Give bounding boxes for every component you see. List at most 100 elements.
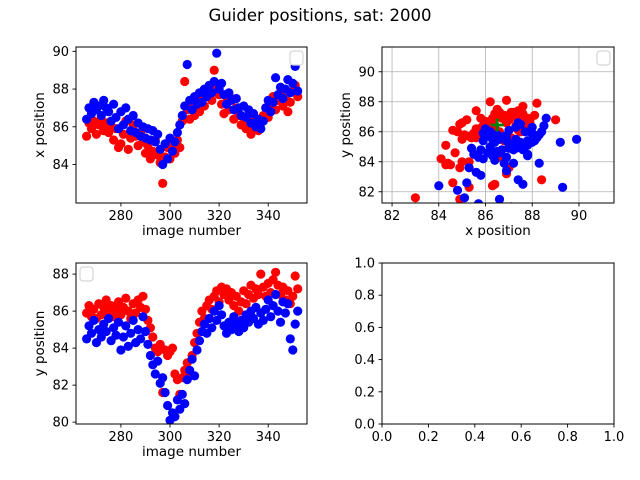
blue-scatter-points — [82, 48, 303, 170]
data-point — [153, 356, 163, 366]
data-point — [116, 345, 126, 355]
y-tick-label: 82 — [358, 185, 375, 200]
x-tick-label: 90 — [571, 209, 588, 224]
data-point — [499, 158, 509, 168]
y-tick-label: 86 — [52, 305, 69, 320]
data-point — [490, 155, 500, 165]
data-point — [539, 121, 549, 131]
data-point — [499, 131, 509, 141]
data-point — [285, 97, 295, 107]
tick-marks — [378, 71, 580, 207]
data-point — [476, 145, 486, 155]
x-tick-label: 280 — [109, 430, 134, 445]
x-tick-label: 0.6 — [511, 430, 532, 445]
y-tick-label: 0.0 — [354, 418, 375, 433]
data-point — [508, 202, 514, 203]
x-axis-label: x position — [465, 223, 531, 239]
data-point — [283, 107, 293, 117]
data-point — [293, 86, 303, 96]
data-point — [214, 301, 224, 311]
data-point — [158, 178, 168, 188]
data-point — [258, 315, 268, 325]
blue-scatter-points — [434, 113, 582, 203]
data-point — [271, 73, 281, 83]
data-point — [99, 95, 109, 105]
data-point — [136, 334, 146, 344]
tick-labels: 0.0 0.2 0.4 0.6 0.8 1.0 0.0 0.2 0.4 0.6 0.8 1.0 — [354, 257, 624, 446]
data-point — [133, 325, 143, 335]
x-tick-label: 320 — [207, 430, 232, 445]
tick-marks — [72, 50, 269, 207]
data-point — [525, 127, 535, 137]
y-tick-label: 0.8 — [354, 289, 375, 304]
x-axis-label: image number — [142, 444, 241, 460]
data-point — [459, 193, 470, 203]
data-point — [209, 65, 219, 75]
data-point — [121, 293, 131, 303]
data-point — [466, 143, 477, 153]
data-point — [177, 389, 187, 399]
data-point — [116, 310, 126, 320]
y-axis-label: y position — [338, 92, 354, 158]
data-point — [170, 137, 180, 147]
data-point — [285, 334, 295, 344]
data-point — [104, 313, 114, 324]
data-point — [523, 149, 533, 159]
data-point — [266, 107, 276, 117]
data-point — [123, 144, 133, 154]
x-tick-label: 0.0 — [372, 430, 393, 445]
data-point — [145, 350, 155, 361]
data-point — [217, 310, 227, 320]
data-point — [555, 137, 565, 147]
x-tick-label: 340 — [256, 209, 281, 224]
data-point — [290, 319, 300, 329]
y-tick-label: 82 — [52, 379, 69, 394]
y-tick-label: 88 — [358, 95, 375, 110]
subplot-y-position-vs-image-number: 280 300 320 340 80 82 84 86 88 image number y posi… — [32, 262, 308, 460]
data-point — [138, 291, 148, 301]
subplot-y-position-vs-x-position: 82 84 86 88 90 82 84 86 88 90 x position y position — [338, 46, 615, 239]
x-tick-label: 300 — [158, 430, 183, 445]
data-point — [280, 308, 290, 318]
data-point — [537, 175, 547, 185]
data-point — [478, 128, 488, 138]
data-point — [167, 343, 178, 353]
data-point — [89, 315, 99, 325]
data-point — [275, 317, 286, 327]
data-point — [258, 116, 268, 126]
data-point — [113, 317, 124, 327]
tick-marks — [72, 273, 269, 428]
data-point — [209, 76, 219, 87]
data-point — [143, 339, 153, 349]
data-point — [534, 158, 544, 168]
data-point — [123, 306, 133, 316]
axes-box — [381, 262, 615, 425]
data-point — [462, 115, 472, 125]
data-point — [410, 193, 420, 203]
data-point — [101, 326, 111, 337]
data-point — [490, 179, 500, 189]
data-point — [207, 323, 217, 333]
data-point — [182, 59, 192, 70]
y-tick-label: 80 — [52, 416, 69, 431]
empty-legend-box — [79, 266, 94, 282]
data-point — [523, 136, 533, 146]
data-point — [551, 115, 561, 125]
data-point — [207, 88, 217, 98]
data-point — [441, 140, 451, 150]
data-point — [96, 110, 106, 121]
mean-position-cross-marker — [490, 118, 504, 132]
data-point — [441, 160, 451, 170]
data-point — [109, 135, 119, 145]
data-point — [501, 166, 512, 176]
data-point — [492, 104, 502, 114]
data-point — [485, 97, 495, 107]
data-point — [241, 299, 251, 309]
data-point — [492, 146, 502, 156]
y-axis-label: x position — [32, 92, 48, 158]
tick-labels: 280 300 320 340 80 82 84 86 88 — [52, 268, 280, 445]
data-point — [532, 98, 542, 108]
data-point — [518, 179, 528, 189]
y-tick-label: 0.4 — [354, 353, 375, 368]
